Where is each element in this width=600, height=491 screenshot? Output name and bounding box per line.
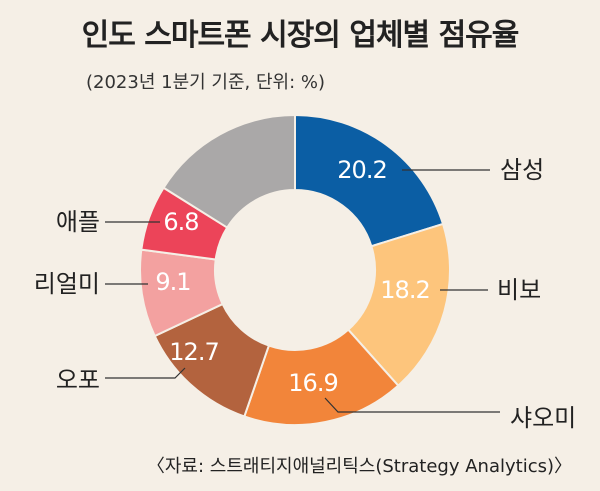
slice-value-label: 12.7 <box>169 338 218 366</box>
donut-slice <box>162 113 296 229</box>
slice-category-label: 오포 <box>56 366 100 394</box>
slice-value-label: 16.9 <box>288 369 337 397</box>
slice-category-label: 샤오미 <box>510 404 576 432</box>
slice-value-label: 9.1 <box>155 268 190 296</box>
donut-slice <box>294 113 445 248</box>
leader-line <box>105 367 186 379</box>
leader-line <box>324 397 500 413</box>
slice-category-label: 비보 <box>497 276 541 304</box>
source-note: 〈자료: 스트래티지애널리틱스(Strategy Analytics)〉 <box>146 456 572 477</box>
slice-value-label: 6.8 <box>163 208 198 236</box>
slice-category-label: 애플 <box>56 208 100 236</box>
slice-category-label: 삼성 <box>500 156 544 184</box>
slice-category-label: 리얼미 <box>34 270 100 298</box>
slice-value-label: 18.2 <box>380 276 429 304</box>
chart-title: 인도 스마트폰 시장의 업체별 점유율 <box>81 18 520 53</box>
donut-slice <box>346 222 451 388</box>
chart-subtitle: (2023년 1분기 기준, 단위: %) <box>86 72 326 93</box>
slice-value-label: 20.2 <box>337 156 386 184</box>
